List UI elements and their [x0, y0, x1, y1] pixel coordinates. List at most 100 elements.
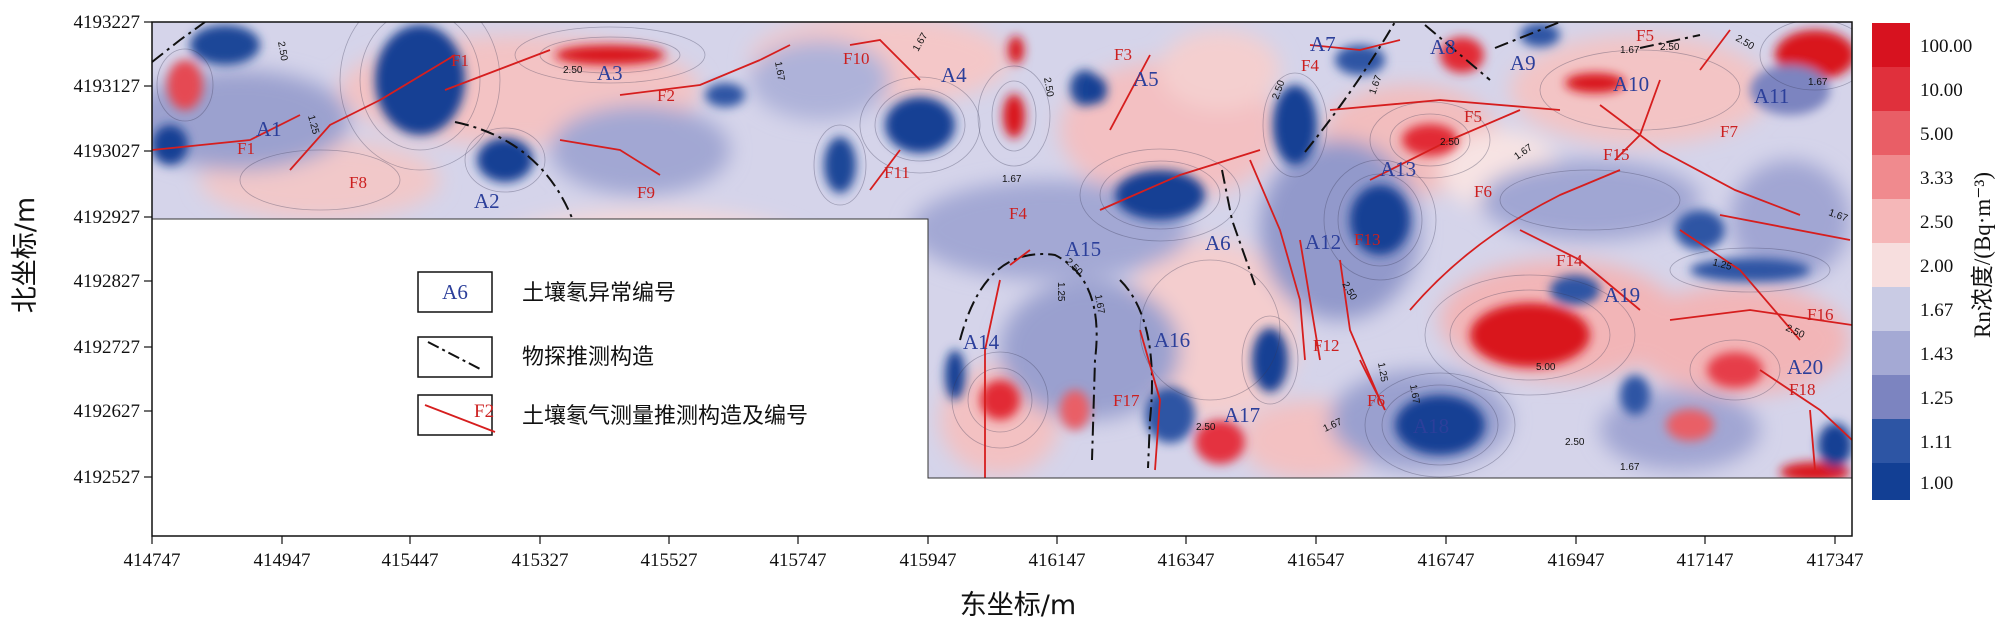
contour-label: 1.67 — [1808, 77, 1828, 88]
anomaly-label: A12 — [1305, 230, 1341, 254]
y-tick-label: 4193027 — [74, 141, 141, 162]
fault-label: F1 — [451, 51, 469, 70]
fault-label: F1 — [237, 139, 255, 158]
fault-label: F7 — [1720, 122, 1738, 141]
anomaly-label: A19 — [1604, 283, 1640, 307]
contour-label: 2.50 — [1440, 137, 1460, 148]
contour-label: 1.25 — [1711, 257, 1733, 273]
colorbar-band — [1872, 23, 1910, 67]
anomaly-label: A1 — [256, 117, 282, 141]
x-tick-label: 414747 — [124, 550, 181, 571]
fault-label: F12 — [1313, 336, 1339, 355]
colorbar-band — [1872, 419, 1910, 463]
fault-label: F8 — [349, 173, 367, 192]
legend-label-fault: 土壤氡气测量推测构造及编号 — [522, 404, 808, 429]
anomaly-label: A11 — [1754, 84, 1789, 108]
fault-label: F16 — [1807, 305, 1833, 324]
colorbar-band — [1872, 331, 1910, 375]
fault-label: F5 — [1636, 26, 1654, 45]
colorbar-label: 1.43 — [1920, 344, 1953, 365]
colorbar-label: 5.00 — [1920, 124, 1953, 145]
fault-label: F11 — [884, 163, 910, 182]
anomaly-label: A3 — [597, 61, 623, 85]
x-tick-label: 415747 — [770, 550, 827, 571]
x-tick-label: 415527 — [641, 550, 698, 571]
colorbar-band — [1872, 375, 1910, 419]
legend-fault-sample: F2 — [474, 401, 494, 422]
contour-label: 5.00 — [1536, 362, 1556, 373]
y-tick-label: 4192727 — [74, 337, 141, 358]
x-tick-label: 416347 — [1158, 550, 1215, 571]
fault-label: F4 — [1301, 56, 1319, 75]
fault-label: F4 — [1009, 204, 1027, 223]
anomaly-label: A10 — [1613, 72, 1649, 96]
x-tick-label: 416147 — [1029, 550, 1086, 571]
fault-label: F14 — [1556, 251, 1583, 270]
contour-label: 2.50 — [1660, 42, 1680, 53]
y-axis-title: 北坐标/m — [10, 197, 41, 313]
concentration-field: 2.50 1.25 2.50 1.67 1.67 2.50 1.67 2.50 … — [152, 22, 1852, 478]
y-tick-label: 4192627 — [74, 401, 141, 422]
contour-label: 1.25 — [1375, 362, 1389, 384]
colorbar-band — [1872, 111, 1910, 155]
colorbar-band — [1872, 243, 1910, 287]
contour-label: 2.50 — [1196, 422, 1216, 433]
anomaly-label: A15 — [1065, 237, 1101, 261]
anomaly-label: A8 — [1430, 35, 1456, 59]
x-tick-label: 416947 — [1548, 550, 1605, 571]
fault-label: F5 — [1464, 107, 1482, 126]
x-tick-label: 415447 — [382, 550, 439, 571]
contour-label: 1.67 — [1407, 384, 1421, 406]
red-line-icon — [424, 404, 496, 433]
legend-label-geophysical: 物探推测构造 — [522, 345, 654, 370]
x-tick-label: 416747 — [1418, 550, 1475, 571]
contour-label: 1.67 — [1002, 174, 1022, 185]
fault-label: F6 — [1367, 391, 1385, 410]
x-tick-label: 415327 — [512, 550, 569, 571]
legend-swatch-fault — [417, 394, 493, 436]
colorbar-band — [1872, 463, 1910, 500]
contour-label: 2.50 — [275, 41, 289, 63]
map-legend: A6 土壤氡异常编号 物探推测构造 F2 土壤氡气测量推测构造及编号 — [417, 271, 808, 436]
fault-label: F9 — [637, 183, 655, 202]
colorbar-band — [1872, 287, 1910, 331]
legend-anomaly-sample: A6 — [442, 280, 468, 304]
colorbar-label: 3.33 — [1920, 168, 1953, 189]
contour-label: 1.67 — [772, 61, 786, 83]
contour-label: 1.67 — [1620, 45, 1640, 56]
colorbar-title: Rn浓度/(Bq·m⁻³) — [1970, 172, 1995, 338]
colorbar-label: 1.00 — [1920, 473, 1953, 494]
contour-label: 2.50 — [1041, 77, 1055, 99]
anomaly-label: A4 — [941, 63, 967, 87]
colorbar-label: 1.25 — [1920, 388, 1953, 409]
fault-label: F17 — [1113, 391, 1140, 410]
dash-dot-line-icon — [427, 341, 483, 371]
anomaly-label: A16 — [1154, 328, 1190, 352]
x-axis-ticks — [151, 536, 1836, 544]
fault-label: F10 — [843, 49, 869, 68]
fault-label: F2 — [657, 86, 675, 105]
colorbar-band — [1872, 67, 1910, 111]
colorbar-label: 100.00 — [1920, 36, 1972, 57]
fault-label: F15 — [1603, 145, 1629, 164]
legend-label-anomaly: 土壤氡异常编号 — [522, 281, 676, 306]
colorbar-label: 2.00 — [1920, 256, 1953, 277]
x-tick-label: 416547 — [1288, 550, 1345, 571]
x-tick-label: 417147 — [1677, 550, 1734, 571]
y-tick-label: 4192927 — [74, 207, 141, 228]
anomaly-label: A18 — [1413, 414, 1449, 438]
colorbar-label: 1.11 — [1920, 432, 1953, 453]
anomaly-label: A5 — [1133, 67, 1159, 91]
contour-label: 1.67 — [1620, 462, 1640, 473]
colorbar-label: 1.67 — [1920, 300, 1953, 321]
contour-label: 1.25 — [1055, 282, 1066, 302]
anomaly-label: A14 — [963, 330, 1000, 354]
contour-label: 1.25 — [305, 114, 321, 136]
colorbar-band — [1872, 199, 1910, 243]
colorbar: 100.00 10.00 5.00 3.33 2.50 2.00 1.67 1.… — [1872, 23, 1995, 500]
anomaly-label: A7 — [1310, 32, 1336, 56]
legend-swatch-anomaly — [417, 271, 493, 313]
contour-label: 2.50 — [563, 65, 583, 76]
fault-label: F13 — [1354, 230, 1380, 249]
